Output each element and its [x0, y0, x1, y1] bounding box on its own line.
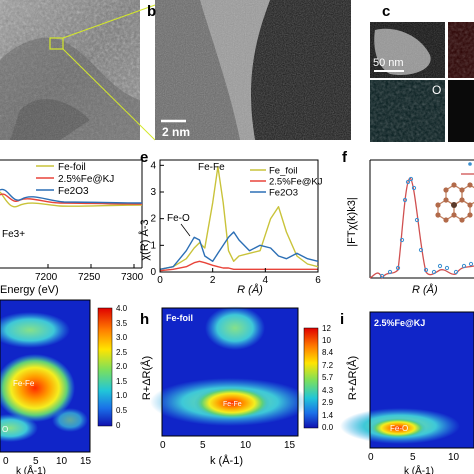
panel-h-tick-10: 10 — [240, 440, 252, 451]
panel-g-tick-10: 10 — [56, 456, 68, 467]
panel-h-colorbar-ticks: 12 10 8.4 7.2 5.7 4.3 2.9 1.4 0.0 — [322, 324, 334, 432]
svg-text:1.0: 1.0 — [116, 391, 128, 400]
svg-text:7.2: 7.2 — [322, 361, 334, 370]
panel-e-ytick-label-4: 4 — [150, 160, 156, 171]
panel-e-annotation-feo: Fe-O — [167, 213, 190, 224]
panel-i-tick-0: 0 — [368, 452, 374, 463]
panel-e-x-label: R (Å) — [237, 283, 263, 296]
panel-h-tick-0: 0 — [160, 440, 166, 451]
svg-text:4.0: 4.0 — [116, 304, 128, 313]
panel-d-xanes-plot — [0, 159, 143, 269]
panel-d-legend-2: Fe2O3 — [58, 186, 89, 197]
panel-d-tick-label-2: 7300 — [121, 272, 144, 283]
panel-g-low-label: O — [2, 425, 8, 434]
panel-e-letter: e — [140, 149, 148, 166]
panel-e-ytick-label-2: 2 — [150, 214, 156, 225]
panel-e-annotation-arrow — [180, 223, 191, 237]
svg-text:2.5: 2.5 — [116, 348, 128, 357]
panel-e-series-0 — [159, 166, 319, 270]
panel-i-title: 2.5%Fe@KJ — [374, 318, 425, 328]
panel-d-tick-label-0: 7200 — [35, 272, 58, 283]
panel-h-letter: h — [140, 311, 149, 328]
panel-h-peak-label: Fe-Fe — [223, 401, 242, 408]
panel-a-tem-image — [0, 0, 140, 140]
panel-e-series-1 — [159, 260, 318, 272]
zoom-line-top — [62, 4, 156, 39]
panel-g-tick-0: 0 — [3, 456, 9, 467]
panel-b-scale-label: 2 nm — [162, 125, 190, 139]
panel-i-tick-10: 10 — [448, 452, 460, 463]
panel-e-xtick-label-4: 4 — [263, 275, 269, 286]
panel-e-xtick-label-0: 0 — [157, 275, 163, 286]
panel-d-legend-1: 2.5%Fe@KJ — [58, 174, 114, 185]
svg-text:8.4: 8.4 — [322, 348, 334, 357]
svg-text:2.0: 2.0 — [116, 362, 128, 371]
svg-text:1.5: 1.5 — [116, 377, 128, 386]
panel-c-element-label: O — [432, 83, 441, 97]
panel-e-xtick-label-2: 2 — [210, 275, 216, 286]
zoom-line-bottom — [62, 48, 156, 141]
panel-e-ytick-label-1: 1 — [150, 240, 156, 251]
svg-text:5.7: 5.7 — [322, 373, 334, 382]
panel-e-legend-2: Fe2O3 — [269, 188, 298, 199]
panel-h-x-label: k (Å-1) — [210, 454, 243, 467]
panel-i-peak-label: Fe-O — [390, 424, 408, 433]
panel-i-tick-5: 5 — [410, 452, 416, 463]
panel-c-scale-label: 50 nm — [373, 57, 404, 69]
panel-g-wavelet-map — [0, 299, 91, 453]
panel-h-colorbar — [303, 327, 319, 429]
panel-e-y-label: χ(R) Å-3 — [138, 219, 151, 260]
panel-g-colorbar — [97, 307, 113, 427]
panel-f-x-label: R (Å) — [412, 283, 438, 296]
panel-g-tick-15: 15 — [80, 456, 92, 467]
panel-h-tick-5: 5 — [200, 440, 206, 451]
svg-text:0.5: 0.5 — [116, 406, 128, 415]
panel-h-title: Fe-foil — [166, 313, 193, 323]
panel-i-x-label: k (Å-1) — [404, 464, 434, 474]
panel-e-annotation-fefe: Fe-Fe — [198, 162, 225, 173]
panel-e-xtick-label-6: 6 — [315, 275, 321, 286]
panel-g-x-label: k (Å-1) — [16, 464, 46, 474]
zoom-box — [49, 37, 64, 50]
panel-c-eds-maps — [370, 22, 474, 142]
svg-text:2.9: 2.9 — [322, 398, 334, 407]
panel-c-letter: c — [382, 3, 390, 20]
panel-f-letter: f — [342, 149, 348, 166]
panel-g-colorbar-ticks: 4.0 3.5 3.0 2.5 2.0 1.5 1.0 0.5 0 — [116, 304, 128, 430]
panel-g-tick-5: 5 — [33, 456, 39, 467]
panel-d-annotation: Fe3+ — [2, 229, 25, 240]
svg-text:4.3: 4.3 — [322, 386, 334, 395]
svg-text:3.5: 3.5 — [116, 319, 128, 328]
svg-text:1.4: 1.4 — [322, 411, 334, 420]
svg-text:12: 12 — [322, 324, 331, 333]
panel-e-legend-1: 2.5%Fe@KJ — [269, 177, 323, 188]
panel-f-y-label: |FTχ(k)k3| — [346, 197, 358, 246]
panel-e-ytick-label-3: 3 — [150, 187, 156, 198]
panel-h-wavelet-map — [150, 306, 310, 437]
panel-e-ytick-label-0: 0 — [150, 267, 156, 278]
panel-b-haadf-image — [155, 0, 351, 140]
panel-d-x-label: Energy (eV) — [0, 284, 59, 296]
panel-d-legend-0: Fe-foil — [58, 162, 86, 173]
panel-i-letter: i — [340, 311, 344, 328]
panel-i-y-label: R+ΔR(Å) — [346, 356, 359, 400]
panel-e-frame — [159, 159, 319, 273]
panel-h-y-label: R+ΔR(Å) — [140, 356, 153, 400]
panel-g-peak-label: Fe-Fe — [13, 379, 35, 388]
svg-text:0: 0 — [116, 421, 121, 430]
panel-b-letter: b — [147, 3, 156, 20]
panel-i-wavelet-map — [340, 311, 474, 449]
svg-text:0.0: 0.0 — [322, 423, 334, 432]
panel-e-series-2 — [159, 231, 319, 270]
panel-f-plot — [369, 159, 474, 280]
svg-text:3.0: 3.0 — [116, 333, 128, 342]
panel-h-tick-15: 15 — [284, 440, 296, 451]
panel-e-legend-0: Fe_foil — [269, 166, 298, 177]
svg-text:10: 10 — [322, 336, 331, 345]
panel-d-tick-label-1: 7250 — [78, 272, 101, 283]
